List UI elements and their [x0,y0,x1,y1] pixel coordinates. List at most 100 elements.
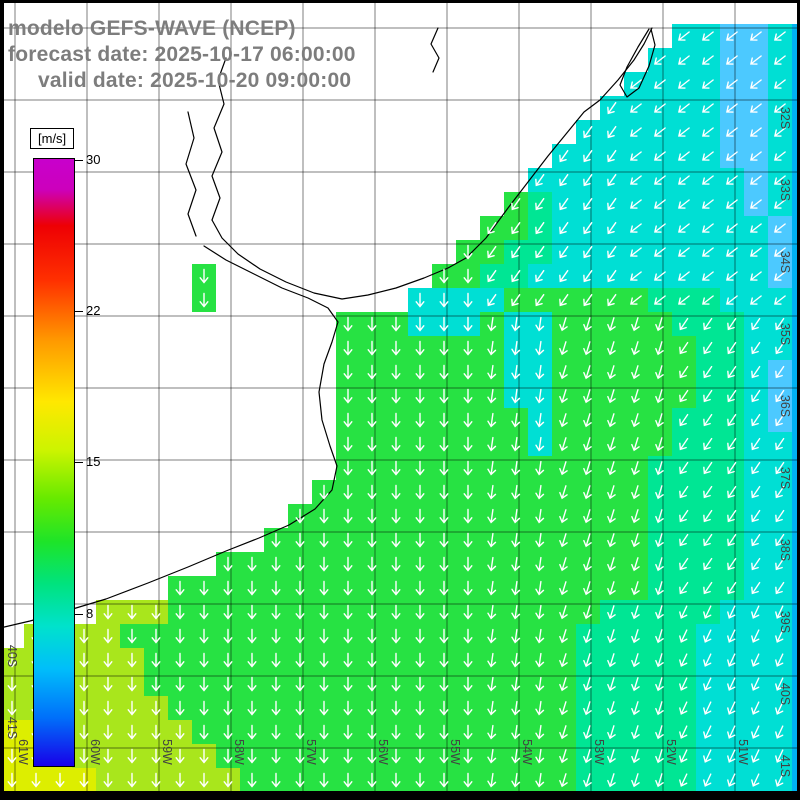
wave-direction-arrow [487,508,497,524]
wave-direction-arrow [751,485,761,499]
wave-direction-arrow [535,580,545,596]
wave-direction-arrow [751,533,761,547]
wave-direction-arrow [319,724,329,740]
wave-direction-arrow [559,269,569,283]
wave-direction-arrow [271,532,281,548]
wave-direction-arrow [702,199,714,209]
wave-direction-arrow [703,413,713,427]
wave-direction-arrow [343,364,353,380]
wave-direction-arrow [726,151,738,161]
wave-direction-arrow [655,653,664,668]
wave-direction-arrow [559,413,568,428]
wave-direction-arrow [391,700,401,716]
wave-direction-arrow [679,677,688,691]
wave-direction-arrow [415,388,425,404]
lat-label: 34S [778,251,792,273]
wave-direction-arrow [223,772,233,788]
wave-direction-arrow [7,652,17,668]
wave-direction-arrow [751,509,761,523]
wave-direction-arrow [463,484,473,500]
wave-direction-arrow [775,581,785,595]
wave-direction-arrow [655,629,664,644]
wave-direction-arrow [487,628,497,644]
wave-direction-arrow [559,485,568,500]
wave-direction-arrow [367,508,377,524]
wave-direction-arrow [727,557,737,571]
wave-direction-arrow [655,437,664,452]
wave-direction-arrow [511,628,521,644]
wave-direction-arrow [727,389,737,403]
wave-field-cell [792,144,800,168]
wave-direction-arrow [559,605,568,620]
wave-direction-arrow [679,317,689,331]
wave-direction-arrow [630,199,642,209]
wave-direction-arrow [511,412,521,428]
wave-direction-arrow [439,652,449,668]
wave-field-cell [792,768,800,792]
wave-direction-arrow [679,509,689,523]
wave-direction-arrow [367,460,377,476]
wave-direction-arrow [367,652,377,668]
wave-direction-arrow [726,247,738,257]
wave-direction-arrow [774,31,786,41]
wave-direction-arrow [79,652,89,668]
wave-direction-arrow [127,604,137,620]
wave-direction-arrow [631,581,640,596]
wave-field-cell [792,264,800,288]
lat-label: 32S [778,107,792,129]
wave-direction-arrow [439,628,449,644]
wave-direction-arrow [199,604,209,620]
wave-direction-arrow [487,460,497,476]
wave-direction-arrow [751,653,760,667]
wave-field-cell [792,288,800,312]
wave-direction-arrow [271,676,281,692]
wave-field-cell [792,480,800,504]
wave-field-cell [792,408,800,432]
wave-direction-arrow [199,748,209,764]
wave-direction-arrow [391,508,401,524]
wave-direction-arrow [367,484,377,500]
wave-direction-arrow [607,485,616,500]
wave-direction-arrow [607,269,617,283]
wave-direction-arrow [487,388,497,404]
wave-direction-arrow [583,677,592,692]
wave-direction-arrow [703,509,713,523]
wave-direction-arrow [415,772,425,788]
wave-direction-arrow [703,461,713,475]
wave-direction-arrow [583,533,592,548]
wave-direction-arrow [774,223,786,233]
river-line-2 [185,111,197,237]
wave-direction-arrow [199,268,209,284]
wave-direction-arrow [679,749,688,763]
wave-direction-arrow [702,31,714,41]
wave-direction-arrow [727,413,737,427]
wave-direction-arrow [751,461,761,475]
river-line-1 [211,57,227,221]
wave-direction-arrow [559,173,569,187]
wave-direction-arrow [678,295,690,305]
wave-direction-arrow [607,173,617,187]
lagoon-outline [619,28,656,98]
wave-direction-arrow [678,223,690,233]
wave-direction-arrow [319,772,329,788]
wave-direction-arrow [607,725,616,740]
lat-label: 38S [778,539,792,561]
wave-direction-arrow [583,269,593,283]
wave-direction-arrow [703,533,713,547]
wave-direction-arrow [583,221,593,235]
wave-direction-arrow [463,628,473,644]
wave-direction-arrow [751,389,761,403]
wave-direction-arrow [559,725,568,740]
wave-direction-arrow [199,292,209,308]
wave-direction-arrow [271,700,281,716]
wave-direction-arrow [774,199,786,209]
wave-direction-arrow [271,772,281,788]
wave-direction-arrow [607,125,617,139]
wave-direction-arrow [463,460,473,476]
wave-direction-arrow [559,677,568,692]
wave-direction-arrow [727,701,736,715]
wave-direction-arrow [463,604,473,620]
wave-direction-arrow [703,701,712,715]
wave-direction-arrow [559,149,569,163]
wave-direction-arrow [151,604,161,620]
